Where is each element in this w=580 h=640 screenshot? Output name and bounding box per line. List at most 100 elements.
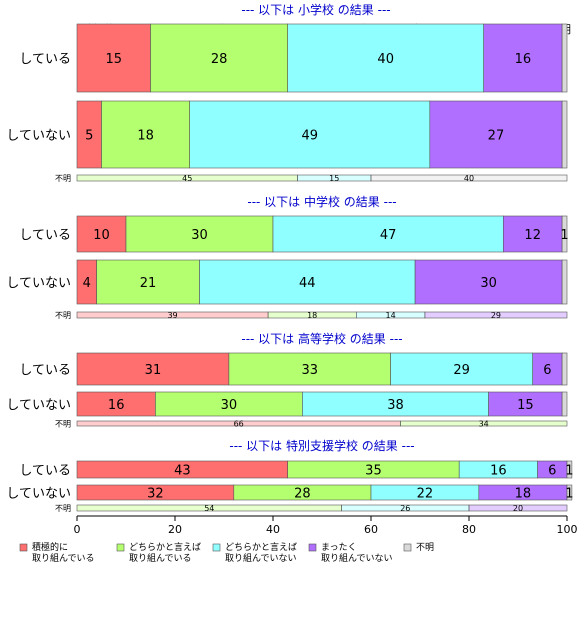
legend-swatch-1 [116,543,125,552]
panel-title-1: --- 以下は 中学校 の結果 --- [247,194,396,209]
bar-segment-1-1-2 [199,259,416,305]
bar-segment-0-0-1 [150,23,288,93]
bar-segment-1-1-1 [96,259,200,305]
row-label-0-1: していない [6,129,71,144]
data-label-1-0-2: 47 [380,228,397,243]
data-label-1-1-3: 30 [480,276,497,291]
x-tick-label-2: 40 [266,523,280,536]
data-label-0-0-2: 40 [377,52,394,67]
data-label-2-2-1: 34 [479,420,489,429]
row-label-2-1: していない [6,398,71,413]
row-label-0-0: している [19,52,71,67]
panel-title-3: --- 以下は 特別支援学校 の結果 --- [229,438,414,453]
data-label-0-2-2: 15 [329,174,339,183]
data-label-0-0-0: 15 [105,52,122,67]
data-label-2-0-3: 6 [543,363,551,378]
data-label-2-1-1: 30 [221,398,238,413]
bar-segment-0-0-2 [287,23,485,93]
legend-label-2-1: 取り組んでいない [225,552,297,564]
data-label-3-0-3: 6 [548,464,556,479]
data-label-2-0-2: 29 [453,363,470,378]
data-label-0-0-1: 28 [211,52,228,67]
data-label-3-0-4: 1 [565,464,573,479]
bar-segment-2-0-2 [390,352,534,386]
data-label-1-0-3: 12 [524,228,541,243]
row-label-2-2: 不明 [55,420,71,429]
row-label-1-2: 不明 [55,311,71,320]
legend-label-3-0: まったく [321,542,357,553]
row-label-3-1: していない [6,487,71,502]
bar-segment-2-1-1 [155,391,303,417]
data-label-2-1-0: 16 [108,398,125,413]
legend-label-4-0: 不明 [416,542,434,553]
legend-label-1-0: どちらかと言えば [129,541,201,553]
bar-segment-2-1-0 [76,391,156,417]
bar-segment-0-0-3 [483,23,563,93]
legend-label-0-1: 取り組んでいる [32,552,95,564]
bar-segment-3-1-4 [566,484,573,501]
bar-segment-0-1-4 [561,100,568,169]
x-tick-label-3: 60 [364,523,378,536]
bar-segment-1-0-4 [561,215,568,253]
bar-segment-2-0-3 [532,352,563,386]
data-label-2-1-2: 38 [387,398,404,413]
panel-title-2: --- 以下は 高等学校 の結果 --- [241,331,402,346]
row-label-0-2: 不明 [55,174,71,183]
data-label-1-2-0: 39 [167,311,177,320]
data-label-1-2-3: 29 [491,311,501,320]
data-label-1-1-1: 21 [140,276,157,291]
bar-segment-1-0-3 [502,215,563,253]
data-label-3-1-3: 18 [515,487,532,502]
bar-segment-0-1-3 [429,100,563,169]
data-label-1-0-4: 1 [560,228,568,243]
data-label-3-2-1: 54 [204,504,214,513]
bar-segment-1-1-3 [414,259,563,305]
data-label-1-1-0: 4 [83,276,91,291]
bar-segment-2-1-4 [561,391,568,417]
bar-segment-0-0-4 [561,23,568,93]
data-label-2-0-0: 31 [145,363,162,378]
legend-swatch-3 [308,543,317,552]
data-label-1-0-1: 30 [191,228,208,243]
x-tick-label-0: 0 [74,523,81,536]
data-label-2-2-0: 66 [234,420,244,429]
data-label-2-0-1: 33 [301,363,318,378]
row-label-2-0: している [19,363,71,378]
legend-swatch-2 [212,543,221,552]
row-label-1-0: している [19,228,71,243]
bar-segment-1-0-1 [125,215,274,253]
bar-segment-0-2-4 [370,174,568,182]
panel-title-0: --- 以下は 小学校 の結果 --- [241,2,390,17]
bar-segment-0-1-0 [76,100,102,169]
data-label-0-1-1: 18 [137,129,154,144]
data-label-0-2-1: 45 [182,174,192,183]
data-label-3-1-2: 22 [417,487,434,502]
row-label-3-0: している [19,464,71,479]
bar-segment-2-0-4 [561,352,568,386]
data-label-2-1-3: 15 [517,398,534,413]
bar-segment-2-2-1 [400,420,568,427]
bar-segment-3-0-4 [566,460,573,479]
data-label-0-1-2: 49 [301,129,318,144]
data-label-3-1-4: 1 [565,487,573,502]
data-label-3-1-0: 32 [147,487,164,502]
legend-label-3-1: 取り組んでいない [321,552,393,564]
legend-label-2-0: どちらかと言えば [225,541,297,553]
data-label-3-2-3: 20 [513,504,523,513]
data-label-0-0-3: 16 [515,52,532,67]
data-label-1-2-1: 18 [307,311,317,320]
legend-swatch-0 [19,543,28,552]
bar-segment-2-0-0 [76,352,230,386]
x-tick-label-4: 80 [462,523,476,536]
data-label-3-2-2: 26 [400,504,410,513]
bar-segment-0-1-1 [101,100,190,169]
bar-segment-2-0-1 [228,352,391,386]
row-label-1-1: していない [6,276,71,291]
data-label-1-0-0: 10 [93,228,110,243]
data-label-3-0-0: 43 [174,464,191,479]
data-label-0-2-4: 40 [464,174,474,183]
x-tick-label-5: 100 [557,523,578,536]
bar-segment-3-2-3 [468,504,568,512]
